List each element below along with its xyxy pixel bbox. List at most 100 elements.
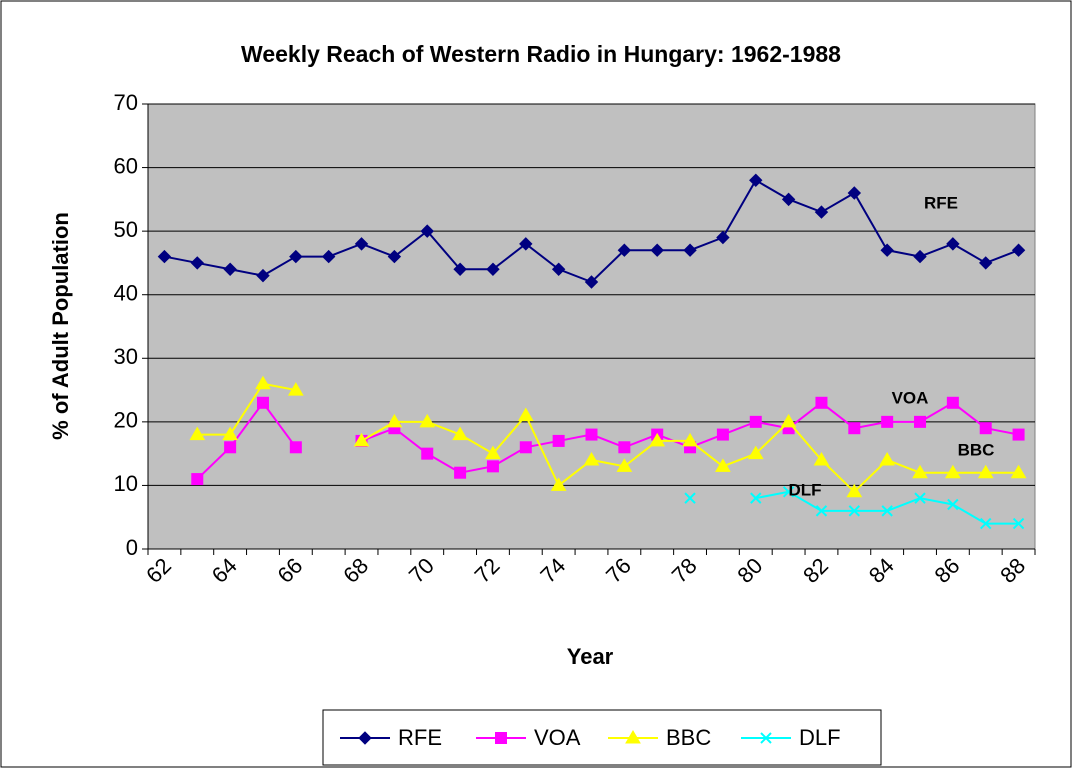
- annotation: RFE: [924, 193, 958, 212]
- y-axis-label: % of Adult Population: [48, 212, 73, 440]
- marker: [947, 498, 959, 511]
- y-tick-label: 0: [126, 535, 138, 560]
- marker: [189, 426, 206, 441]
- marker: [550, 477, 567, 491]
- marker: [747, 445, 764, 460]
- marker: [781, 192, 796, 207]
- marker: [289, 441, 302, 454]
- marker: [716, 230, 730, 245]
- marker: [289, 249, 303, 264]
- marker: [421, 447, 434, 460]
- marker: [583, 452, 600, 466]
- marker: [1010, 464, 1027, 479]
- marker: [760, 732, 772, 744]
- marker: [649, 432, 666, 447]
- marker: [979, 256, 993, 270]
- legend-label: BBC: [666, 725, 711, 750]
- marker: [157, 249, 172, 264]
- marker: [190, 256, 204, 270]
- marker: [977, 464, 994, 479]
- marker: [256, 268, 270, 283]
- marker: [683, 243, 697, 257]
- marker: [353, 432, 370, 447]
- legend-label: VOA: [534, 725, 581, 750]
- marker: [625, 730, 641, 744]
- y-tick-label: 20: [114, 408, 138, 433]
- y-tick-label: 30: [114, 344, 138, 369]
- marker: [486, 262, 500, 276]
- marker: [495, 732, 507, 744]
- marker: [749, 173, 763, 187]
- marker: [846, 483, 863, 498]
- marker: [715, 458, 731, 472]
- marker: [485, 445, 501, 460]
- marker: [946, 237, 960, 251]
- marker: [387, 249, 402, 264]
- marker: [222, 426, 239, 441]
- marker: [1012, 428, 1025, 441]
- marker: [255, 375, 271, 390]
- marker: [486, 460, 499, 473]
- marker: [979, 422, 992, 435]
- y-tick-label: 70: [114, 90, 138, 115]
- marker: [815, 505, 828, 517]
- marker: [881, 415, 894, 428]
- annotation: VOA: [892, 388, 929, 407]
- marker: [879, 452, 896, 466]
- marker: [814, 205, 829, 219]
- marker: [650, 243, 664, 257]
- marker: [585, 428, 598, 441]
- marker: [914, 415, 927, 428]
- marker: [749, 415, 762, 428]
- marker: [750, 492, 762, 504]
- marker: [517, 407, 534, 421]
- marker: [782, 486, 795, 498]
- marker: [618, 441, 631, 454]
- marker: [552, 434, 565, 447]
- marker: [287, 382, 304, 396]
- marker: [1012, 517, 1025, 530]
- marker: [584, 275, 599, 289]
- marker: [519, 441, 532, 454]
- marker: [913, 249, 927, 264]
- annotation: DLF: [788, 480, 821, 499]
- marker: [682, 432, 698, 447]
- marker: [419, 413, 436, 428]
- annotation: BBC: [958, 440, 995, 459]
- marker: [847, 186, 862, 200]
- marker: [848, 505, 861, 517]
- marker: [321, 249, 336, 264]
- marker: [453, 262, 467, 276]
- marker: [617, 243, 632, 257]
- marker: [946, 396, 959, 409]
- marker: [914, 492, 926, 504]
- marker: [616, 458, 633, 472]
- marker: [815, 396, 828, 409]
- marker: [386, 413, 403, 428]
- y-tick-label: 40: [114, 281, 138, 306]
- marker: [454, 466, 467, 479]
- marker: [944, 464, 961, 479]
- marker: [848, 422, 861, 435]
- marker: [684, 492, 696, 504]
- legend-label: DLF: [799, 725, 841, 750]
- x-axis-label: Year: [567, 644, 614, 669]
- marker: [191, 473, 204, 486]
- marker: [420, 224, 434, 238]
- marker: [256, 396, 269, 409]
- marker: [813, 452, 830, 466]
- marker: [881, 505, 893, 517]
- marker: [1011, 243, 1026, 257]
- marker: [452, 426, 468, 441]
- marker: [223, 262, 237, 276]
- marker: [224, 441, 237, 454]
- y-tick-label: 60: [114, 153, 138, 178]
- marker: [358, 731, 372, 745]
- plot-area: [147, 103, 1036, 550]
- y-tick-label: 50: [114, 217, 138, 242]
- marker: [354, 237, 369, 251]
- marker: [716, 428, 729, 441]
- marker: [912, 464, 928, 479]
- marker: [980, 517, 992, 530]
